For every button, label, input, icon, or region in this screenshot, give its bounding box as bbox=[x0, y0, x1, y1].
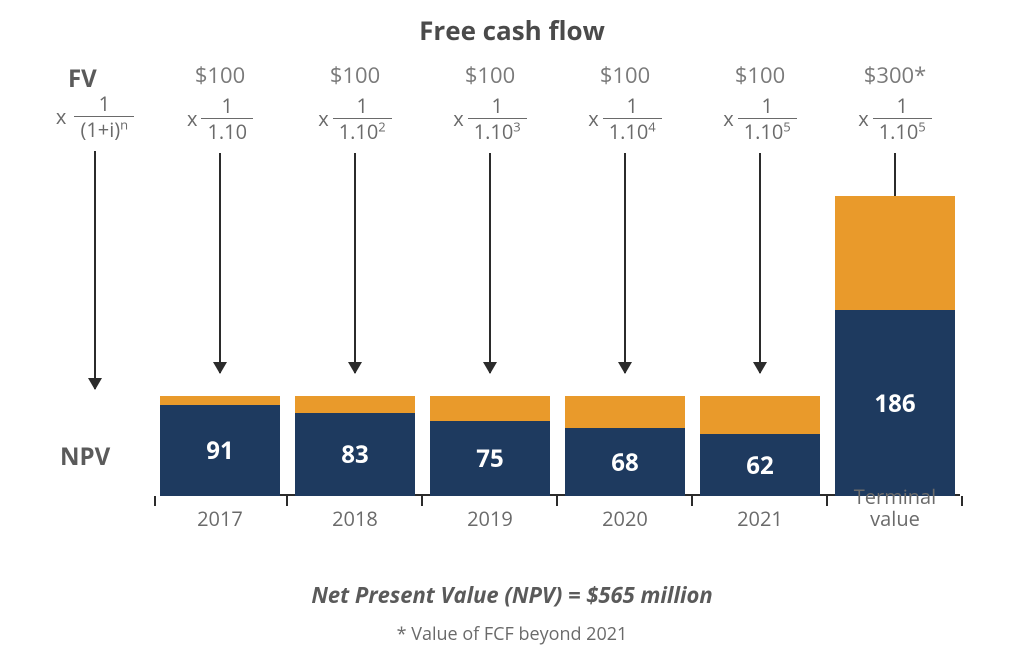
numerator: 1 bbox=[333, 94, 392, 119]
npv-bar-chart: 9183756862186 20172018201920202021Termin… bbox=[160, 230, 980, 530]
times-symbol: x bbox=[858, 105, 868, 132]
npv-row-label: NPV bbox=[60, 440, 110, 473]
times-symbol: x bbox=[453, 105, 463, 132]
discount-formula: x11.104 bbox=[560, 94, 690, 143]
x-axis-label: Terminal value bbox=[830, 486, 960, 530]
denominator: 1.105 bbox=[738, 119, 797, 143]
discount-gap-bar bbox=[295, 396, 415, 413]
dcf-infographic: Free cash flow FV NPV x 1 (1+i)n $100x11… bbox=[0, 0, 1024, 662]
times-symbol: x bbox=[723, 105, 733, 132]
axis-tick bbox=[961, 496, 963, 506]
legend-arrow bbox=[94, 151, 96, 389]
x-axis-label: 2017 bbox=[155, 508, 285, 530]
bar-group: 91 bbox=[160, 396, 280, 496]
axis-tick bbox=[556, 496, 558, 506]
fraction: 11.105 bbox=[873, 94, 932, 143]
axis-tick bbox=[826, 496, 828, 506]
legend-numerator: 1 bbox=[74, 92, 134, 117]
times-symbol: x bbox=[318, 105, 328, 132]
footnote-asterisk: * Value of FCF beyond 2021 bbox=[0, 622, 1024, 646]
times-symbol: x bbox=[187, 105, 197, 132]
fv-amount: $100 bbox=[425, 60, 555, 86]
bar-group: 75 bbox=[430, 396, 550, 496]
fv-amount: $100 bbox=[290, 60, 420, 86]
discount-formula: x11.105 bbox=[830, 94, 960, 143]
fraction: 11.10 bbox=[201, 94, 253, 143]
discount-gap-bar bbox=[700, 396, 820, 434]
bar-group: 83 bbox=[295, 396, 415, 496]
denominator: 1.105 bbox=[873, 119, 932, 143]
legend-denominator: (1+i)n bbox=[74, 117, 134, 141]
numerator: 1 bbox=[738, 94, 797, 119]
numerator: 1 bbox=[603, 94, 662, 119]
fraction: 11.104 bbox=[603, 94, 662, 143]
bar-group: 62 bbox=[700, 396, 820, 496]
fraction: 11.105 bbox=[738, 94, 797, 143]
discount-formula: x11.10 bbox=[155, 94, 285, 143]
fv-amount: $100 bbox=[155, 60, 285, 86]
axis-tick bbox=[286, 496, 288, 506]
legend-formula-column: x 1 (1+i)n bbox=[30, 92, 160, 389]
axis-tick bbox=[154, 496, 156, 506]
npv-bar: 75 bbox=[430, 421, 550, 496]
bar-group: 68 bbox=[565, 396, 685, 496]
discount-formula: x11.105 bbox=[695, 94, 825, 143]
fv-row-label: FV bbox=[68, 62, 97, 95]
denominator: 1.104 bbox=[603, 119, 662, 143]
npv-total-line: Net Present Value (NPV) = $565 million bbox=[0, 580, 1024, 610]
denominator: 1.103 bbox=[468, 119, 527, 143]
discount-formula: x11.103 bbox=[425, 94, 555, 143]
chart-title: Free cash flow bbox=[0, 12, 1024, 48]
bar-group: 186 bbox=[835, 196, 955, 496]
x-axis-label: 2019 bbox=[425, 508, 555, 530]
numerator: 1 bbox=[201, 94, 253, 119]
discount-gap-bar bbox=[160, 396, 280, 405]
fv-amount: $100 bbox=[695, 60, 825, 86]
axis-tick bbox=[421, 496, 423, 506]
discount-gap-bar bbox=[835, 196, 955, 310]
legend-discount-formula: x 1 (1+i)n bbox=[30, 92, 160, 141]
fraction: 11.103 bbox=[468, 94, 527, 143]
discount-gap-bar bbox=[565, 396, 685, 428]
fv-amount: $300* bbox=[830, 60, 960, 86]
npv-bar: 83 bbox=[295, 413, 415, 496]
denominator: 1.102 bbox=[333, 119, 392, 143]
numerator: 1 bbox=[873, 94, 932, 119]
numerator: 1 bbox=[468, 94, 527, 119]
npv-bar: 186 bbox=[835, 310, 955, 496]
times-symbol: x bbox=[588, 105, 598, 132]
discount-gap-bar bbox=[430, 396, 550, 421]
npv-bar: 68 bbox=[565, 428, 685, 496]
x-axis-label: 2020 bbox=[560, 508, 690, 530]
times-symbol: x bbox=[56, 103, 66, 130]
fraction: 11.102 bbox=[333, 94, 392, 143]
npv-bar: 62 bbox=[700, 434, 820, 496]
fv-amount: $100 bbox=[560, 60, 690, 86]
axis-tick bbox=[691, 496, 693, 506]
x-axis-label: 2021 bbox=[695, 508, 825, 530]
discount-formula: x11.102 bbox=[290, 94, 420, 143]
x-axis-label: 2018 bbox=[290, 508, 420, 530]
legend-fraction: 1 (1+i)n bbox=[74, 92, 134, 141]
npv-bar: 91 bbox=[160, 405, 280, 496]
denominator: 1.10 bbox=[201, 119, 253, 143]
